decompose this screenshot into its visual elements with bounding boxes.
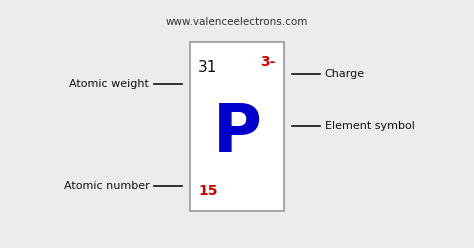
Text: Atomic number: Atomic number (64, 181, 149, 191)
Text: 3-: 3- (261, 55, 276, 68)
Text: 15: 15 (198, 185, 218, 198)
Text: www.valenceelectrons.com: www.valenceelectrons.com (166, 17, 308, 27)
Text: Element symbol: Element symbol (325, 122, 415, 131)
Text: P: P (212, 100, 262, 166)
Text: Charge: Charge (325, 69, 365, 79)
Text: 31: 31 (198, 60, 218, 74)
Bar (190, 42, 284, 211)
Text: Atomic weight: Atomic weight (69, 79, 149, 89)
